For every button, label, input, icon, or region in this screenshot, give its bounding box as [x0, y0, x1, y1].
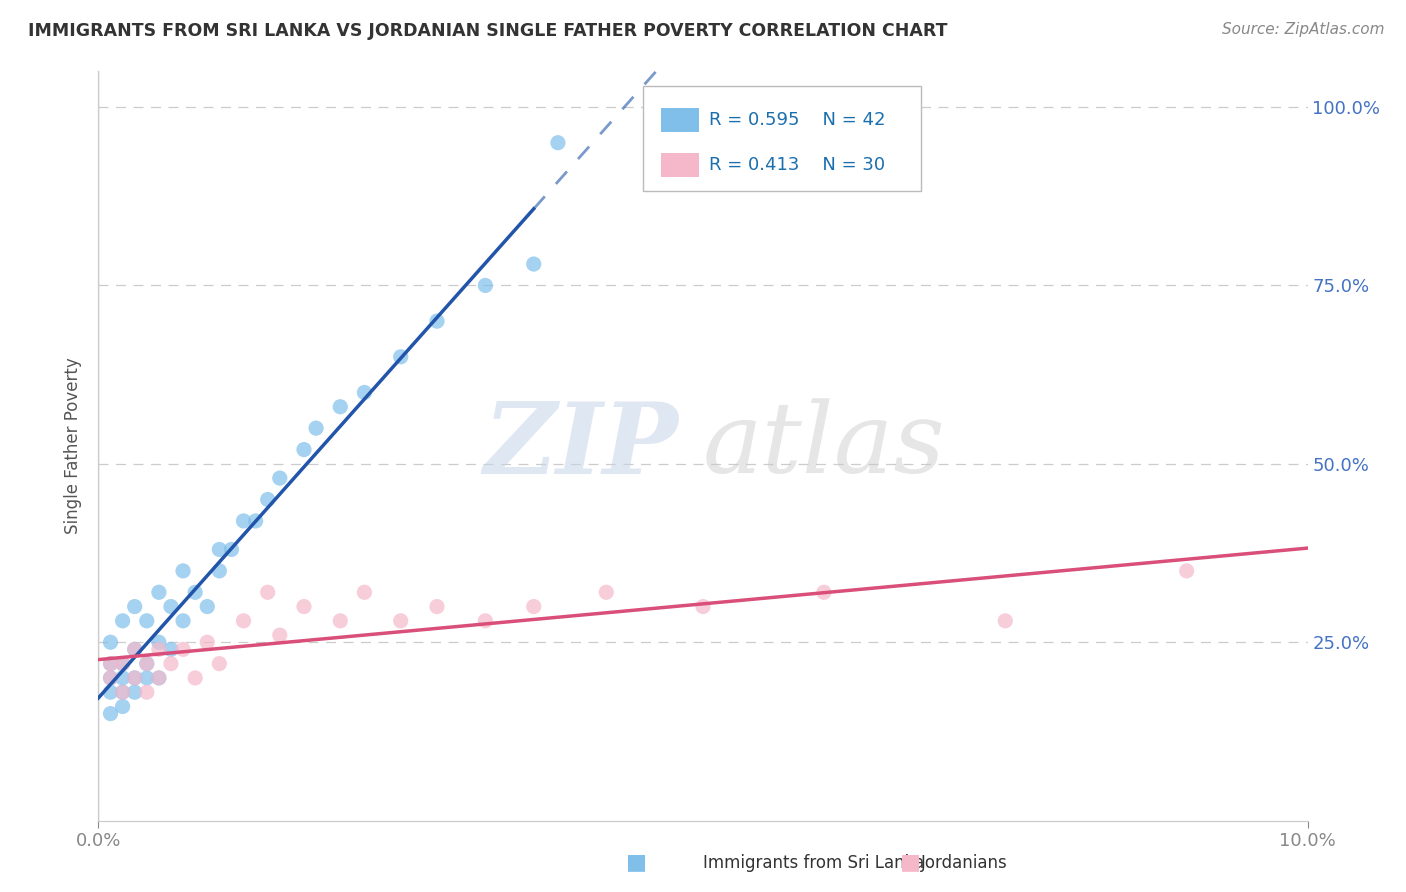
Point — [100, 635, 122, 649]
Point — [135, 614, 157, 628]
Point — [148, 585, 170, 599]
Point — [232, 514, 254, 528]
Point — [426, 314, 449, 328]
Point — [100, 671, 122, 685]
Text: ■: ■ — [900, 853, 921, 872]
Text: Jordanians: Jordanians — [921, 855, 1008, 872]
Point — [135, 657, 157, 671]
Point — [124, 671, 146, 685]
Point — [100, 657, 122, 671]
Point — [160, 599, 183, 614]
Point — [100, 685, 122, 699]
Point — [124, 642, 146, 657]
Point — [111, 657, 134, 671]
Point — [426, 599, 449, 614]
Point — [208, 564, 231, 578]
Text: IMMIGRANTS FROM SRI LANKA VS JORDANIAN SINGLE FATHER POVERTY CORRELATION CHART: IMMIGRANTS FROM SRI LANKA VS JORDANIAN S… — [28, 22, 948, 40]
Point — [195, 635, 218, 649]
Point — [184, 671, 207, 685]
Point — [148, 671, 170, 685]
Point — [292, 442, 315, 457]
Point — [994, 614, 1017, 628]
Point — [329, 400, 352, 414]
Point — [389, 614, 412, 628]
Text: Immigrants from Sri Lanka: Immigrants from Sri Lanka — [703, 855, 924, 872]
Point — [208, 657, 231, 671]
Point — [124, 599, 146, 614]
Point — [160, 642, 183, 657]
Point — [353, 585, 375, 599]
Point — [305, 421, 328, 435]
Point — [135, 671, 157, 685]
Point — [148, 642, 170, 657]
Point — [111, 685, 134, 699]
Point — [124, 685, 146, 699]
Point — [111, 614, 134, 628]
Text: atlas: atlas — [703, 399, 946, 493]
Point — [523, 599, 546, 614]
Point — [172, 614, 194, 628]
Text: ZIP: ZIP — [484, 398, 679, 494]
Point — [813, 585, 835, 599]
Point — [256, 585, 278, 599]
Point — [160, 657, 183, 671]
Point — [595, 585, 617, 599]
Point — [547, 136, 569, 150]
Text: R = 0.413    N = 30: R = 0.413 N = 30 — [709, 156, 886, 174]
Point — [329, 614, 352, 628]
Point — [208, 542, 231, 557]
Point — [111, 699, 134, 714]
FancyBboxPatch shape — [643, 87, 921, 191]
Point — [256, 492, 278, 507]
Point — [100, 671, 122, 685]
Point — [172, 564, 194, 578]
Point — [135, 657, 157, 671]
Point — [172, 642, 194, 657]
Point — [124, 671, 146, 685]
Point — [245, 514, 267, 528]
FancyBboxPatch shape — [661, 108, 699, 132]
Point — [148, 635, 170, 649]
Point — [195, 599, 218, 614]
Point — [353, 385, 375, 400]
Point — [232, 614, 254, 628]
Point — [221, 542, 243, 557]
FancyBboxPatch shape — [661, 153, 699, 177]
Text: Source: ZipAtlas.com: Source: ZipAtlas.com — [1222, 22, 1385, 37]
Point — [100, 657, 122, 671]
Point — [148, 671, 170, 685]
Point — [389, 350, 412, 364]
Point — [111, 685, 134, 699]
Point — [100, 706, 122, 721]
Point — [111, 671, 134, 685]
Text: ■: ■ — [626, 853, 647, 872]
Point — [269, 471, 291, 485]
Point — [692, 599, 714, 614]
Text: R = 0.595    N = 42: R = 0.595 N = 42 — [709, 112, 886, 129]
Y-axis label: Single Father Poverty: Single Father Poverty — [65, 358, 83, 534]
Point — [474, 614, 496, 628]
Point — [269, 628, 291, 642]
Point — [135, 685, 157, 699]
Point — [111, 657, 134, 671]
Point — [292, 599, 315, 614]
Point — [124, 642, 146, 657]
Point — [474, 278, 496, 293]
Point — [184, 585, 207, 599]
Point — [1175, 564, 1198, 578]
Point — [523, 257, 546, 271]
